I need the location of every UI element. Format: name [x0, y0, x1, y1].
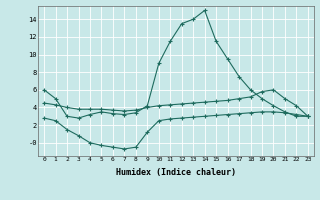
- X-axis label: Humidex (Indice chaleur): Humidex (Indice chaleur): [116, 168, 236, 177]
